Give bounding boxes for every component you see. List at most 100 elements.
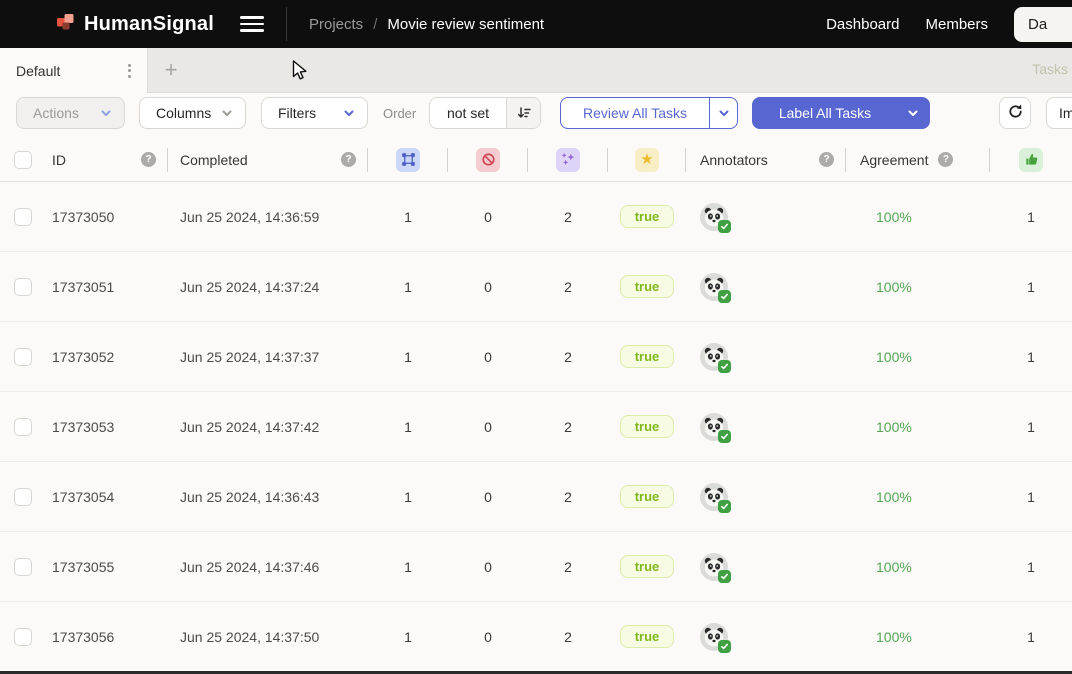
columns-dropdown[interactable]: Columns (139, 97, 246, 129)
table-row[interactable]: 17373053 Jun 25 2024, 14:37:42 1 0 2 tru… (0, 392, 1072, 462)
refresh-button[interactable] (999, 97, 1031, 129)
humansignal-logo-icon (56, 12, 76, 37)
row-checkbox[interactable] (14, 277, 32, 296)
chevron-down-icon[interactable] (897, 107, 929, 119)
ground-truth-badge: true (619, 275, 675, 298)
annotator-avatar[interactable] (700, 482, 731, 513)
table-row[interactable]: 17373055 Jun 25 2024, 14:37:46 1 0 2 tru… (0, 532, 1072, 602)
predictions-count: 2 (564, 558, 572, 575)
cancelled-count: 0 (484, 488, 492, 505)
breadcrumb-projects[interactable]: Projects (309, 15, 364, 33)
refresh-icon (1007, 103, 1024, 123)
task-id: 17373053 (52, 418, 115, 435)
cancelled-count: 0 (484, 418, 492, 435)
row-checkbox[interactable] (14, 557, 32, 576)
row-checkbox[interactable] (14, 417, 32, 436)
reviews-count: 1 (1027, 628, 1035, 645)
filters-label: Filters (278, 105, 317, 121)
table-header-row: ID ? Completed ? (0, 138, 1072, 182)
header-completed-label: Completed (180, 151, 248, 168)
tab-options-icon[interactable] (124, 60, 135, 82)
task-id: 17373051 (52, 278, 115, 295)
table-row[interactable]: 17373050 Jun 25 2024, 14:36:59 1 0 2 tru… (0, 182, 1072, 252)
row-checkbox[interactable] (14, 487, 32, 506)
help-icon[interactable]: ? (341, 152, 356, 167)
help-icon[interactable]: ? (141, 152, 156, 167)
annotator-avatar[interactable] (700, 552, 731, 583)
annotator-avatar[interactable] (700, 342, 731, 373)
table-row[interactable]: 17373052 Jun 25 2024, 14:37:37 1 0 2 tru… (0, 322, 1072, 392)
table-row[interactable]: 17373056 Jun 25 2024, 14:37:50 1 0 2 tru… (0, 602, 1072, 672)
nav-dashboard[interactable]: Dashboard (826, 15, 900, 33)
hamburger-menu-icon[interactable] (240, 16, 264, 32)
tasks-label: Tasks (1032, 61, 1068, 77)
header-agreement[interactable]: Agreement ? (846, 138, 990, 181)
task-completed: Jun 25 2024, 14:36:59 (180, 208, 320, 225)
chevron-down-icon[interactable] (709, 98, 737, 128)
reviews-count: 1 (1027, 278, 1035, 295)
table-row[interactable]: 17373054 Jun 25 2024, 14:36:43 1 0 2 tru… (0, 462, 1072, 532)
annotator-avatar[interactable] (700, 272, 731, 303)
label-all-tasks-button[interactable]: Label All Tasks (752, 97, 930, 129)
import-button[interactable]: Im (1046, 97, 1072, 129)
cancelled-count: 0 (484, 348, 492, 365)
breadcrumb: Projects / Movie review sentiment (309, 16, 544, 33)
predictions-count: 2 (564, 208, 572, 225)
order-value: not set (446, 105, 490, 121)
check-badge-icon (718, 289, 731, 303)
cancelled-count: 0 (484, 558, 492, 575)
header-annotators[interactable]: Annotators ? (686, 138, 846, 181)
row-checkbox[interactable] (14, 627, 32, 646)
row-checkbox[interactable] (14, 207, 32, 226)
predictions-count: 2 (564, 278, 572, 295)
bottom-edge (0, 671, 1072, 674)
annotator-avatar[interactable] (700, 622, 731, 653)
header-reviews[interactable] (990, 138, 1072, 181)
select-all-checkbox[interactable] (14, 150, 32, 169)
actions-dropdown[interactable]: Actions (16, 97, 125, 129)
columns-label: Columns (156, 105, 212, 121)
task-id: 17373054 (52, 488, 115, 505)
nav-members[interactable]: Members (925, 15, 988, 33)
toolbar: Actions Columns Filters Order not set Re… (0, 93, 1072, 138)
brand-name: HumanSignal (84, 12, 214, 35)
help-icon[interactable]: ? (938, 152, 954, 167)
header-cancelled[interactable] (448, 138, 528, 181)
sort-direction-icon[interactable] (506, 98, 540, 128)
ground-truth-badge: true (619, 205, 675, 228)
table-row[interactable]: 17373051 Jun 25 2024, 14:37:24 1 0 2 tru… (0, 252, 1072, 322)
filters-dropdown[interactable]: Filters (261, 97, 368, 129)
reviews-count: 1 (1027, 208, 1035, 225)
agreement-value: 100% (876, 628, 912, 645)
order-selector[interactable]: not set (429, 97, 541, 129)
task-completed: Jun 25 2024, 14:37:50 (180, 628, 320, 645)
help-icon[interactable]: ? (819, 152, 834, 167)
check-badge-icon (718, 569, 731, 583)
check-badge-icon (718, 429, 731, 443)
review-all-tasks-button[interactable]: Review All Tasks (560, 97, 738, 129)
predictions-count: 2 (564, 628, 572, 645)
brand[interactable]: HumanSignal (56, 12, 214, 37)
row-checkbox[interactable] (14, 347, 32, 366)
chevron-down-icon (100, 107, 112, 119)
annotator-avatar[interactable] (700, 412, 731, 443)
agreement-value: 100% (876, 418, 912, 435)
annotator-avatar[interactable] (700, 202, 731, 233)
reviews-count: 1 (1027, 418, 1035, 435)
actions-label: Actions (33, 105, 79, 121)
header-completed[interactable]: Completed ? (168, 138, 368, 181)
add-tab-button[interactable]: + (158, 57, 184, 83)
cancelled-count: 0 (484, 278, 492, 295)
tab-default[interactable]: Default (0, 48, 148, 93)
check-badge-icon (718, 499, 731, 513)
nav-data-manager-button[interactable]: Da (1014, 6, 1072, 42)
header-annotations[interactable] (368, 138, 448, 181)
cancelled-count: 0 (484, 628, 492, 645)
header-predictions[interactable] (528, 138, 608, 181)
header-id[interactable]: ID ? (40, 138, 168, 181)
ground-truth-badge: true (619, 555, 675, 578)
breadcrumb-separator: / (373, 15, 378, 33)
no-entry-icon (476, 147, 500, 172)
header-ground-truth[interactable]: ★ (608, 138, 686, 181)
